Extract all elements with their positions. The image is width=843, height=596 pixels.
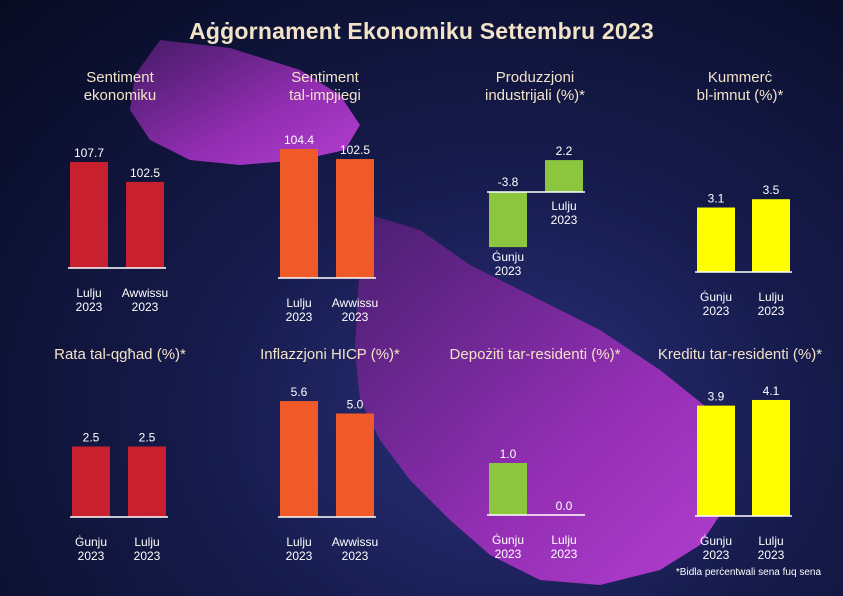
chart-title-industrial-production: Produzzjoni industrijali (%)*: [484, 69, 586, 104]
chart-5: 5.6 5.0 Lulju 2023 Awwissu 2023: [278, 385, 378, 563]
bar-7-1: [752, 399, 790, 516]
chart-title-resident-deposits: Depożiti tar-residenti (%)*: [449, 346, 621, 363]
chart-7: 3.9 4.1 Ġunju 2023 Lulju 2023: [695, 384, 792, 562]
main-title: Aġġornament Ekonomiku Settembru 2023: [189, 18, 654, 44]
category-label-0-0: Lulju 2023: [76, 286, 103, 314]
bar-3-1: [752, 199, 790, 272]
value-label-4-0: 2.5: [83, 431, 100, 445]
chart-0: 107.7 102.5 Lulju 2023 Awwissu 2023: [68, 146, 168, 314]
value-label-5-1: 5.0: [347, 398, 364, 412]
category-label-3-0: Ġunju 2023: [700, 290, 732, 318]
category-label-5-1: Awwissu 2023: [332, 535, 378, 563]
bar-1-1: [336, 159, 374, 278]
value-label-1-1: 102.5: [340, 143, 370, 157]
chart-3: 3.1 3.5 Ġunju 2023 Lulju 2023: [695, 183, 792, 318]
value-label-5-0: 5.6: [291, 385, 308, 399]
bar-4-1: [128, 446, 166, 517]
category-label-1-0: Lulju 2023: [286, 296, 313, 324]
malta-island-shape: [355, 215, 735, 585]
category-label-6-1: Lulju 2023: [551, 533, 578, 561]
category-label-7-0: Ġunju 2023: [700, 534, 732, 562]
bar-4-0: [72, 446, 110, 517]
value-label-3-1: 3.5: [763, 183, 780, 197]
gozo-island-shape: [130, 40, 360, 165]
chart-title-retail-trade: Kummerċ bl-imnut (%)*: [696, 69, 784, 104]
category-label-2-1: Lulju 2023: [551, 199, 578, 227]
category-label-5-0: Lulju 2023: [286, 535, 313, 563]
chart-title-resident-credit: Kreditu tar-residenti (%)*: [657, 346, 823, 363]
chart-title-employment-sentiment: Sentiment tal-impjiegi: [289, 69, 361, 104]
bar-0-1: [126, 181, 164, 268]
bar-3-0: [697, 207, 735, 272]
category-label-3-1: Lulju 2023: [758, 290, 785, 318]
bar-0-0: [70, 162, 108, 268]
category-label-1-1: Awwissu 2023: [332, 296, 378, 324]
value-label-4-1: 2.5: [139, 431, 156, 445]
value-label-0-0: 107.7: [74, 146, 104, 160]
chart-title-hicp-inflation: Inflazzjoni HICP (%)*: [260, 346, 400, 363]
category-label-7-1: Lulju 2023: [758, 534, 785, 562]
bar-5-0: [280, 401, 318, 517]
category-label-4-1: Lulju 2023: [134, 535, 161, 563]
category-label-0-1: Awwissu 2023: [122, 286, 168, 314]
value-label-7-1: 4.1: [763, 384, 780, 398]
bar-5-1: [336, 413, 374, 517]
chart-title-unemployment-rate: Rata tal-qgħad (%)*: [54, 346, 186, 363]
chart-title-economic-sentiment: Sentiment ekonomiku: [83, 69, 157, 104]
bar-2-0: [489, 192, 527, 248]
category-label-2-0: Ġunju 2023: [492, 250, 524, 278]
chart-2: -3.8 2.2 Ġunju 2023 Lulju 2023: [487, 144, 585, 278]
bar-6-0: [489, 463, 527, 515]
bar-2-1: [545, 160, 583, 192]
chart-1: 104.4 102.5 Lulju 2023 Awwissu 2023: [278, 133, 378, 324]
category-label-6-0: Ġunju 2023: [492, 533, 524, 561]
value-label-7-0: 3.9: [708, 390, 725, 404]
footnote: *Bidla perċentwali sena fuq sena: [675, 567, 821, 578]
bar-7-0: [697, 405, 735, 516]
value-label-2-1: 2.2: [556, 144, 573, 158]
value-label-0-1: 102.5: [130, 166, 160, 180]
value-label-6-0: 1.0: [500, 447, 517, 461]
chart-4: 2.5 2.5 Ġunju 2023 Lulju 2023: [70, 431, 168, 563]
value-label-6-1: 0.0: [556, 499, 573, 513]
value-label-1-0: 104.4: [284, 133, 314, 147]
value-label-3-0: 3.1: [708, 192, 725, 206]
bar-1-0: [280, 149, 318, 278]
chart-6: 1.0 0.0 Ġunju 2023 Lulju 2023: [487, 447, 585, 561]
category-label-4-0: Ġunju 2023: [75, 535, 107, 563]
value-label-2-0: -3.8: [498, 175, 519, 189]
